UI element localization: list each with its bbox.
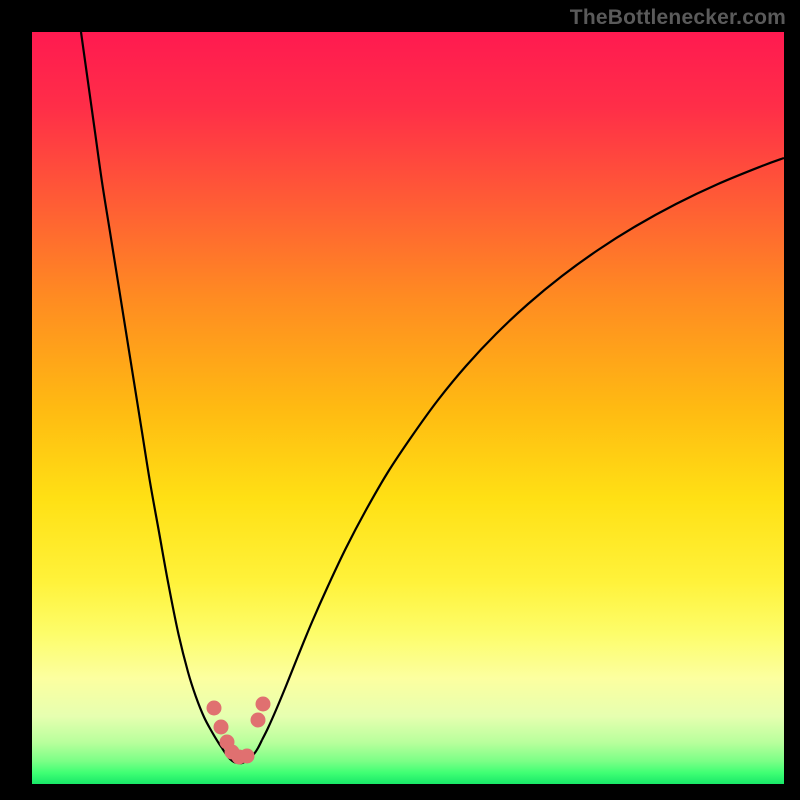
chart-frame: TheBottlenecker.com (0, 0, 800, 800)
marker-dot (240, 749, 255, 764)
watermark-text: TheBottlenecker.com (570, 6, 786, 30)
marker-dot (256, 697, 271, 712)
marker-dot (214, 720, 229, 735)
chart-svg (32, 32, 784, 784)
gradient-background (32, 32, 784, 784)
plot-area (32, 32, 784, 784)
marker-dot (251, 713, 266, 728)
marker-dot (207, 701, 222, 716)
